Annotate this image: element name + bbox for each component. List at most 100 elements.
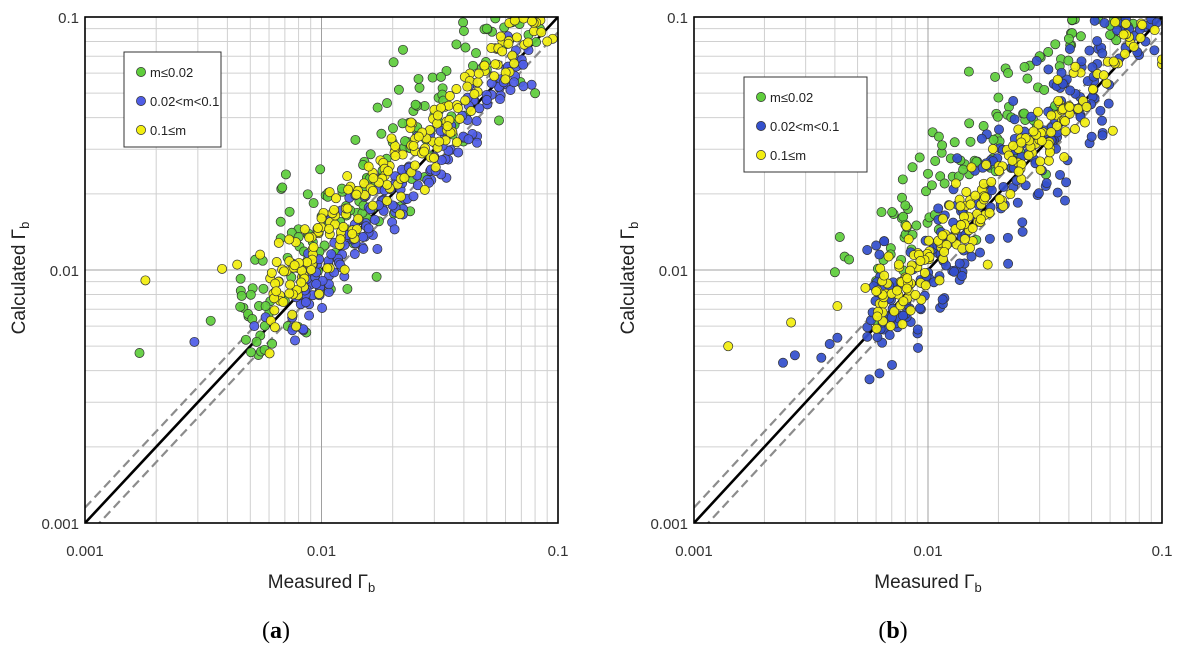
data-point — [460, 95, 471, 106]
data-point — [316, 213, 327, 224]
data-point — [778, 357, 788, 368]
data-point — [284, 234, 295, 245]
legend: m≤0.02 0.02<m<0.1 0.1≤m — [123, 51, 222, 148]
data-point — [232, 259, 243, 270]
data-point — [1023, 150, 1034, 161]
data-point — [312, 223, 323, 233]
data-point — [395, 191, 406, 202]
data-point — [339, 264, 350, 275]
data-point — [1070, 61, 1081, 72]
data-point — [1120, 48, 1130, 59]
data-point — [511, 32, 522, 43]
data-point — [260, 301, 271, 312]
data-point — [992, 111, 1003, 122]
data-point — [1052, 74, 1063, 85]
data-point — [907, 162, 918, 173]
panel-label-letter: a — [270, 618, 282, 644]
data-point — [343, 184, 354, 195]
data-point — [349, 249, 360, 259]
data-point — [937, 294, 948, 305]
data-point — [473, 68, 484, 79]
data-point — [1073, 103, 1084, 114]
data-point — [949, 137, 960, 148]
data-point — [884, 330, 895, 341]
data-point — [926, 180, 937, 191]
data-point — [816, 352, 827, 363]
data-point — [862, 245, 873, 255]
y-tick-label: 0.001 — [650, 516, 688, 533]
data-point — [1017, 226, 1028, 237]
data-point — [876, 207, 887, 218]
data-point — [954, 258, 965, 269]
data-point — [944, 200, 955, 211]
data-point — [299, 224, 310, 235]
data-point — [872, 311, 883, 322]
data-point — [1087, 62, 1098, 73]
data-point — [280, 169, 291, 180]
data-point — [913, 342, 923, 353]
data-point — [351, 189, 362, 200]
data-point — [1035, 156, 1046, 167]
data-point — [883, 251, 894, 262]
data-point — [919, 267, 930, 278]
data-point — [933, 203, 944, 214]
data-point — [1064, 44, 1075, 54]
data-point — [419, 184, 430, 195]
data-point — [388, 123, 398, 134]
data-point — [1043, 64, 1054, 75]
data-point — [471, 48, 481, 59]
data-point — [967, 223, 978, 234]
data-point — [1033, 119, 1044, 130]
data-point — [368, 173, 379, 184]
panel-label-close: ) — [900, 618, 908, 644]
data-point — [408, 191, 419, 202]
data-point — [347, 228, 358, 239]
data-point — [975, 214, 986, 225]
data-point — [1060, 126, 1071, 137]
data-point — [949, 266, 960, 277]
data-point — [269, 305, 280, 316]
data-point — [527, 17, 537, 27]
data-point — [1107, 125, 1118, 136]
data-point — [955, 201, 966, 212]
data-point — [363, 223, 374, 234]
data-point — [1036, 136, 1047, 146]
data-point — [1108, 56, 1119, 67]
legend-entry: m≤0.02 — [150, 65, 193, 80]
legend-entry: 0.1≤m — [150, 123, 186, 138]
data-point — [964, 118, 975, 129]
data-point — [939, 178, 950, 189]
data-point — [897, 319, 908, 330]
data-point — [978, 121, 989, 131]
data-point — [844, 254, 855, 265]
legend-entry: 0.02<m<0.1 — [150, 94, 219, 109]
data-point — [1092, 36, 1103, 47]
data-point — [920, 280, 931, 291]
data-point — [950, 178, 961, 189]
data-point — [946, 233, 957, 244]
data-point — [393, 84, 404, 95]
data-point — [454, 113, 465, 124]
plot-frame — [693, 16, 1163, 524]
data-point — [290, 335, 300, 346]
data-point — [965, 243, 975, 253]
data-point — [358, 243, 369, 254]
data-point — [451, 137, 462, 148]
data-point — [285, 279, 296, 290]
data-point — [998, 181, 1009, 192]
data-point — [1009, 114, 1020, 125]
data-point — [1008, 96, 1019, 106]
data-point — [518, 81, 529, 92]
data-point — [885, 321, 896, 332]
data-point — [518, 59, 529, 70]
data-point — [1079, 117, 1090, 128]
y-tick-label: 0.1 — [667, 10, 688, 27]
data-point — [471, 116, 482, 127]
data-point — [279, 266, 289, 277]
data-point — [205, 315, 216, 326]
data-point — [993, 92, 1004, 103]
bound-line — [97, 31, 558, 523]
data-point — [258, 283, 269, 294]
data-point — [871, 286, 882, 297]
